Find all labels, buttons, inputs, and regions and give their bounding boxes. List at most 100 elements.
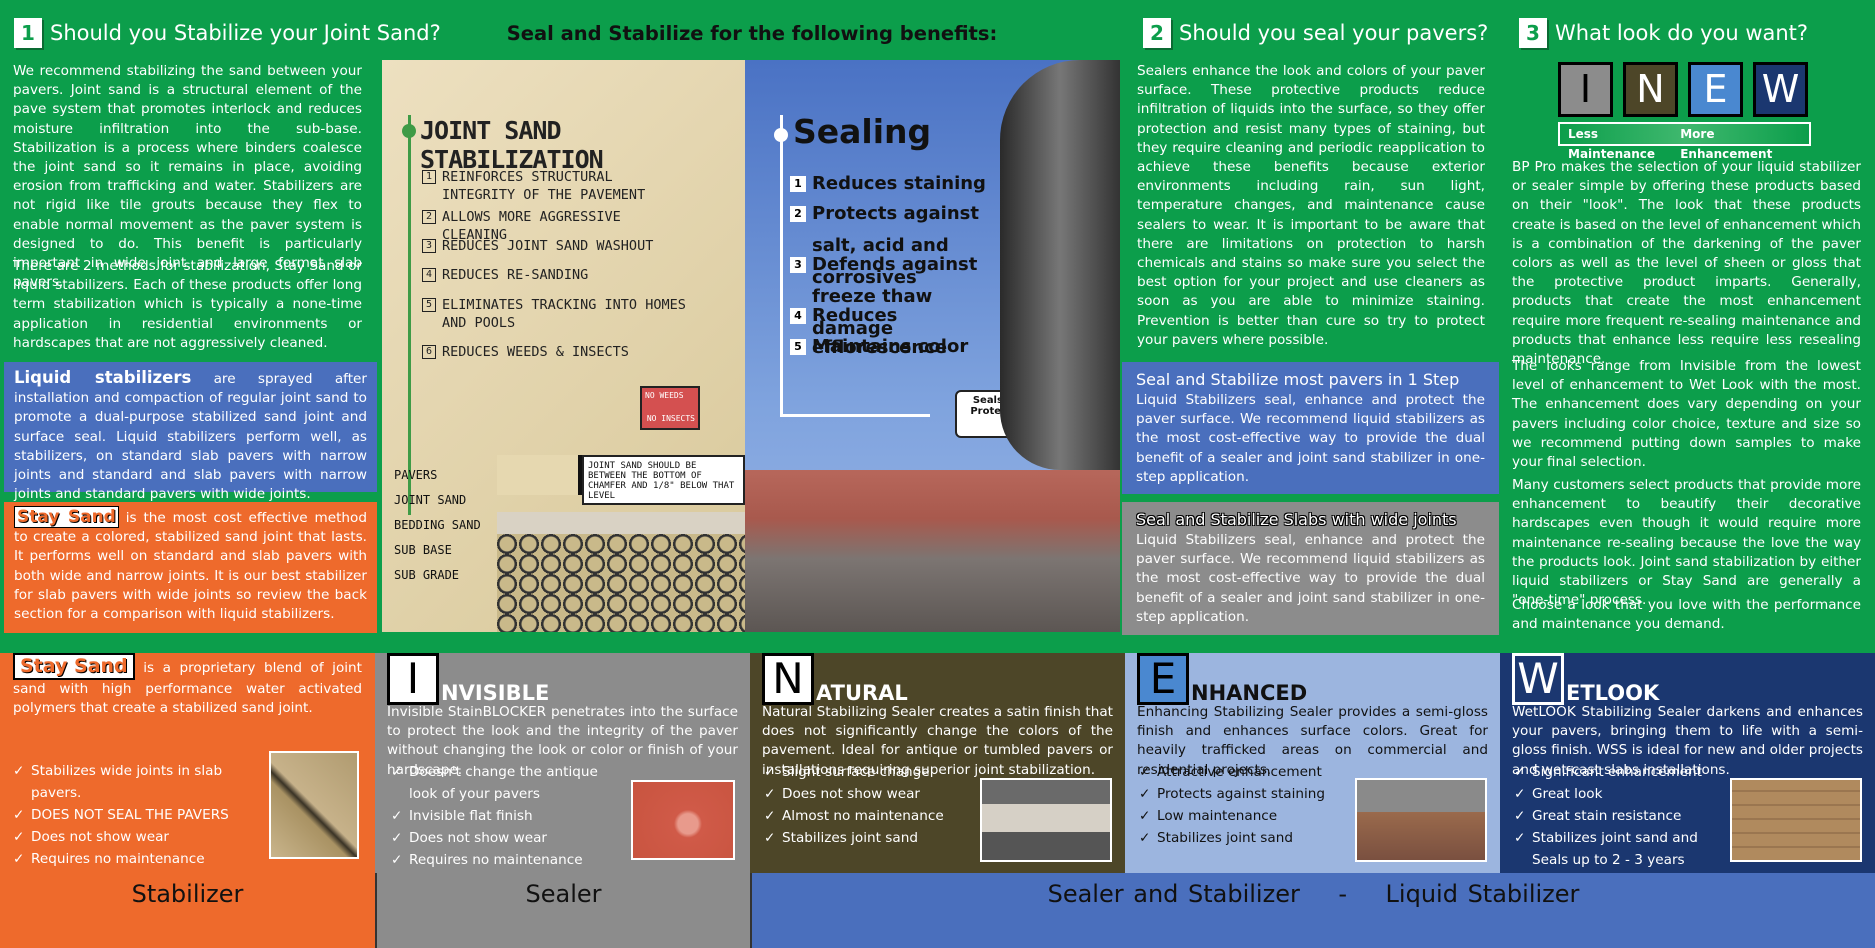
jss-item: 6 REDUCES WEEDS & INSECTS [422, 343, 692, 361]
invisible-product: I NVISIBLE Invisible StainBLOCKER penetra… [375, 653, 750, 873]
jss-item-number: 2 [422, 210, 436, 224]
natural-product: N ATURAL Natural Stabilizing Sealer creat… [750, 653, 1125, 873]
check-icon: ✓ [1514, 808, 1526, 824]
check-icon: ✓ [13, 829, 25, 845]
natural-big-letter: N [762, 653, 814, 705]
seal-item: 4 Reduces efflorescence [790, 300, 1015, 364]
feature-item: ✓ Requires no maintenance [391, 849, 601, 871]
check-icon: ✓ [764, 764, 776, 780]
check-icon: ✓ [1139, 808, 1151, 824]
feature-item: ✓ Invisible flat finish [391, 805, 601, 827]
section3-paragraph-3: Many customers select products that prov… [1512, 477, 1861, 609]
section1-paragraph-1: We recommend stabilizing the sand betwee… [13, 63, 362, 291]
less-maintenance-label: Less Maintenance [1568, 127, 1656, 161]
feature-text: Does not show wear [409, 830, 547, 846]
check-icon: ✓ [1514, 786, 1526, 802]
section3-title: What look do you want? [1555, 21, 1809, 45]
check-icon: ✓ [391, 852, 403, 868]
feature-item: ✓ Protects against staining [1139, 783, 1339, 805]
jss-item: 1 REINFORCES STRUCTURAL INTEGRITY OF THE … [422, 168, 692, 204]
wetlook-big-letter: W [1512, 653, 1564, 705]
seal-item: 2 Protects against salt, acid and corrosi… [790, 198, 1015, 294]
layer-label: BEDDING SAND [394, 518, 481, 532]
seal-item-number: 1 [790, 176, 806, 192]
section2-heading: 2 Should you seal your pavers? [1143, 18, 1488, 48]
car-wheel-image [1000, 60, 1120, 470]
seal-item-text: Reduces efflorescence [812, 305, 948, 358]
stay-sand-box: Stay Sand is the most cost effective met… [4, 502, 377, 633]
check-icon: ✓ [1514, 830, 1526, 846]
feature-item: ✓ Stabilizes joint sand and Seals up to 2… [1514, 827, 1724, 871]
joint-sand-panel: JOINT SAND STABILIZATION 1 REINFORCES STR… [382, 60, 745, 632]
section2-paragraph: Sealers enhance the look and colors of y… [1137, 63, 1485, 348]
check-icon: ✓ [391, 808, 403, 824]
feature-item: ✓ Stabilizes joint sand [1139, 827, 1339, 849]
jss-title: JOINT SAND STABILIZATION [420, 116, 604, 174]
layer-label: PAVERS [394, 468, 438, 482]
stay-sand-text: is the most cost effective method to cre… [14, 510, 367, 623]
section3-paragraph-1: BP Pro makes the selection of your liqui… [1512, 159, 1861, 368]
layer-label: SUB GRADE [394, 568, 460, 582]
sealing-title: Sealing [793, 112, 932, 151]
wetlook-text: WetLOOK Stabilizing Sealer darkens and e… [1512, 704, 1863, 778]
seal-item: 3 Defends against freeze thaw damage [790, 249, 1015, 345]
paver-curb-image [745, 470, 1120, 632]
invisible-features: ✓ Doesn't change the antique look of your… [391, 761, 601, 871]
natural-photo [980, 778, 1112, 862]
natural-title: ATURAL [816, 681, 908, 705]
joint-sand-note: JOINT SAND SHOULD BE BETWEEN THE BOTTOM … [582, 455, 745, 505]
feature-item: ✓ Low maintenance [1139, 805, 1339, 827]
wetlook-features: ✓ Significant enhancement ✓ Great look ✓ Grea… [1514, 761, 1724, 871]
feature-text: Requires no maintenance [409, 852, 583, 868]
stay-sand-product-text: is a proprietary blend of joint sand wit… [13, 660, 362, 717]
one-step-text: Liquid Stabilizers seal, enhance and pro… [1136, 392, 1485, 485]
invisible-text: Invisible StainBLOCKER penetrates into t… [387, 704, 738, 778]
check-icon: ✓ [391, 830, 403, 846]
feature-text: Does not show wear [782, 786, 920, 802]
natural-text: Natural Stabilizing Sealer creates a sat… [762, 704, 1113, 778]
check-icon: ✓ [391, 764, 403, 780]
one-step-box: Seal and Stabilize most pavers in 1 Step… [1122, 362, 1499, 494]
seal-item-text: Protects against salt, acid and corrosiv… [812, 203, 979, 288]
footer-sealer: Sealer [375, 873, 750, 948]
check-icon: ✓ [13, 851, 25, 867]
jss-item: 5 ELIMINATES TRACKING INTO HOMES AND POOL… [422, 296, 692, 332]
feature-item: ✓ Almost no maintenance [764, 805, 964, 827]
natural-features: ✓ Slight surface change ✓ Does not show wea… [764, 761, 964, 849]
feature-item: ✓ Does not show wear [13, 826, 258, 848]
feature-text: Low maintenance [1157, 808, 1278, 824]
feature-item: ✓ Slight surface change [764, 761, 964, 783]
enhanced-features: ✓ Attractive enhancement ✓ Protects against… [1139, 761, 1339, 849]
feature-item: ✓ Significant enhancement [1514, 761, 1724, 783]
seal-item-number: 3 [790, 257, 806, 273]
stay-sand-title: Stay Sand [14, 506, 119, 528]
seal-item-number: 2 [790, 206, 806, 222]
section1-heading: 1 Should you Stabilize your Joint Sand? [14, 18, 441, 48]
jss-item-text: REDUCES RE-SANDING [442, 267, 589, 283]
feature-item: ✓ Great stain resistance [1514, 805, 1724, 827]
feature-text: Stabilizes joint sand [782, 830, 918, 846]
feature-item: ✓ Requires no maintenance [13, 848, 258, 870]
check-icon: ✓ [1139, 786, 1151, 802]
enhanced-title: NHANCED [1191, 681, 1308, 705]
feature-text: Invisible flat finish [409, 808, 533, 824]
liquid-stabilizers-title: Liquid stabilizers [14, 368, 192, 387]
feature-text: Doesn't change the antique look of your … [409, 764, 598, 802]
feature-item: ✓ Does not show wear [764, 783, 964, 805]
feature-text: Stabilizes joint sand [1157, 830, 1293, 846]
feature-text: Slight surface change [782, 764, 930, 780]
timeline-dot [402, 124, 416, 138]
section1-title: Should you Stabilize your Joint Sand? [50, 21, 441, 45]
feature-text: Great stain resistance [1532, 808, 1682, 824]
no-weeds-text: NO WEEDS [645, 391, 684, 400]
more-enhancement-label: More Enhancement [1680, 127, 1773, 161]
jss-item-number: 3 [422, 239, 436, 253]
seal-item-text: Reduces staining [812, 173, 986, 194]
no-weeds-badge: NO WEEDS NO INSECTS [640, 386, 700, 430]
liquid-stabilizers-text: are sprayed after installation and compa… [14, 371, 367, 503]
jss-item-text: REDUCES JOINT SAND WASHOUT [442, 238, 654, 254]
check-icon: ✓ [1139, 830, 1151, 846]
stay-sand-product: Stay Sand is a proprietary blend of join… [0, 653, 375, 873]
wetlook-photo [1730, 778, 1862, 862]
check-icon: ✓ [764, 808, 776, 824]
